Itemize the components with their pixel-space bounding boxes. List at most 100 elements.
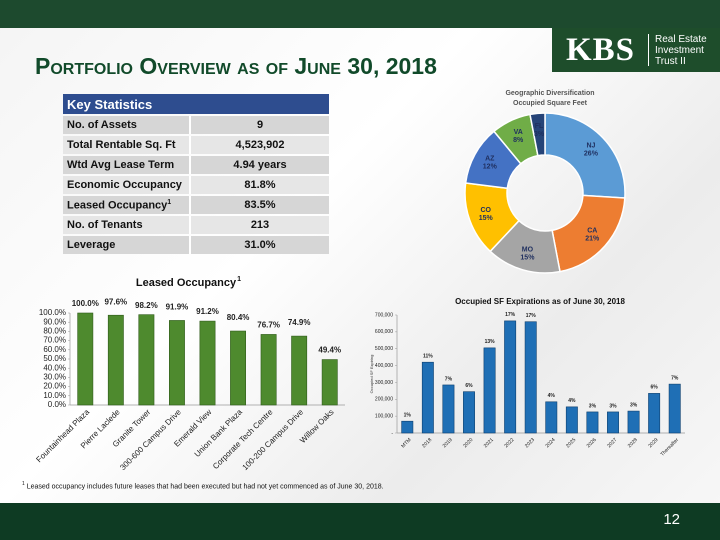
bottom-band (0, 503, 720, 540)
pie-slice (551, 194, 626, 273)
chart-title: Leased Occupancy (136, 277, 237, 289)
x-tick-label: 2018 (421, 437, 433, 449)
share-label: 4% (548, 393, 556, 399)
slice-label: CA (587, 228, 597, 235)
bar (463, 391, 475, 434)
share-label: 4% (568, 398, 576, 404)
pie-slice (529, 112, 546, 157)
bar (607, 411, 619, 434)
value-label: 91.2% (196, 307, 219, 316)
chart-title: Occupied Square Feet (513, 100, 588, 107)
bar (627, 410, 640, 434)
x-tick-label: Fountainhead Plaza (34, 407, 91, 464)
x-tick-label: 2022 (503, 437, 515, 449)
chart-title: Geographic Diversification (505, 90, 594, 97)
bar (107, 314, 124, 406)
row-value: 81.8% (189, 176, 329, 194)
row-label: Economic Occupancy (67, 179, 182, 191)
row-label-cell: Economic Occupancy (63, 176, 189, 194)
row-label: No. of Assets (67, 119, 137, 131)
slice-label: MO (522, 246, 534, 253)
footnote-marker: 1 (167, 198, 172, 206)
table-row: Wtd Avg Lease Term 4.94 years (63, 156, 329, 174)
slice-value-label: 21% (585, 236, 600, 243)
share-label: 7% (445, 376, 453, 382)
bar (169, 320, 185, 406)
row-value: 213 (189, 216, 329, 234)
row-label: No. of Tenants (67, 219, 143, 231)
table-row: Leverage 31.0% (63, 236, 329, 254)
y-tick-label: 100.0% (39, 308, 66, 317)
row-label: Wtd Avg Lease Term (67, 159, 175, 171)
row-value: 31.0% (189, 236, 329, 254)
slice-label: AZ (485, 155, 495, 162)
x-tick-label: 2024 (545, 437, 557, 449)
row-label-cell: No. of Assets (63, 116, 189, 134)
bar (321, 359, 338, 406)
y-tick-label: 60.0% (43, 345, 66, 354)
slice-label: VA (514, 129, 523, 136)
value-label: 80.4% (227, 313, 250, 322)
logo-line: Trust II (655, 56, 686, 67)
y-tick-label: 300,000 (375, 380, 393, 386)
x-tick-label: 2025 (565, 437, 577, 449)
bar (586, 411, 599, 434)
bar (565, 406, 578, 434)
share-label: 7% (671, 375, 679, 381)
row-label-cell: No. of Tenants (63, 216, 189, 234)
share-label: 6% (465, 383, 473, 389)
logo-line: Real Estate (655, 34, 707, 45)
share-label: 11% (423, 354, 433, 360)
y-tick-label: 20.0% (43, 382, 66, 391)
slice-label: CO (480, 207, 491, 214)
bar (648, 393, 661, 434)
share-label: 1% (404, 413, 412, 419)
page-title: Portfolio Overview as of June 30, 2018 (35, 53, 437, 79)
bar (545, 401, 558, 434)
value-label: 74.9% (288, 318, 311, 327)
row-label: Leverage (67, 239, 116, 251)
bar (291, 335, 308, 406)
logo-mark: KBS (566, 32, 636, 68)
row-label-cell: Total Rentable Sq. Ft (63, 136, 189, 154)
slice-value-label: 15% (520, 254, 535, 261)
y-tick-label: 30.0% (43, 373, 66, 382)
slice-value-label: 3% (534, 131, 545, 138)
bar (77, 312, 94, 406)
chart-title: Occupied SF Expirations as of June 30, 2… (455, 297, 625, 306)
slice-value-label: 8% (513, 137, 524, 144)
x-tick-label: Thereafter (660, 437, 681, 458)
share-label: 13% (485, 339, 496, 345)
bar (401, 420, 414, 434)
x-tick-label: 2027 (606, 437, 618, 449)
logo-line: Investment (655, 45, 704, 56)
x-tick-label: 2020 (462, 437, 474, 449)
value-label: 91.9% (166, 303, 189, 312)
table-row: No. of Assets 9 (63, 116, 329, 134)
bar (230, 330, 246, 406)
top-band (0, 0, 720, 28)
y-tick-label: 90.0% (43, 317, 66, 326)
row-label-cell: Leased Occupancy1 (63, 196, 189, 214)
value-label: 100.0% (72, 299, 99, 308)
row-label-cell: Leverage (63, 236, 189, 254)
share-label: 3% (609, 403, 617, 409)
bar (199, 320, 216, 406)
row-label-cell: Wtd Avg Lease Term (63, 156, 189, 174)
share-label: 3% (589, 403, 597, 409)
bar (483, 347, 496, 434)
slice-label: NJ (586, 143, 595, 150)
slice-value-label: 26% (584, 151, 599, 158)
x-tick-label: 100-200 Campus Drive (241, 407, 306, 472)
y-tick-label: 40.0% (43, 363, 66, 372)
table-row: Leased Occupancy1 83.5% (63, 196, 329, 214)
table-title: Key Statistics (63, 94, 329, 114)
table-row: Economic Occupancy 81.8% (63, 176, 329, 194)
y-tick-label: - (391, 430, 393, 436)
row-label: Total Rentable Sq. Ft (67, 139, 176, 151)
page-number: 12 (663, 511, 680, 528)
y-tick-label: 500,000 (375, 346, 393, 352)
footnote-text: Leased occupancy includes future leases … (26, 483, 384, 491)
value-label: 76.7% (257, 321, 280, 330)
